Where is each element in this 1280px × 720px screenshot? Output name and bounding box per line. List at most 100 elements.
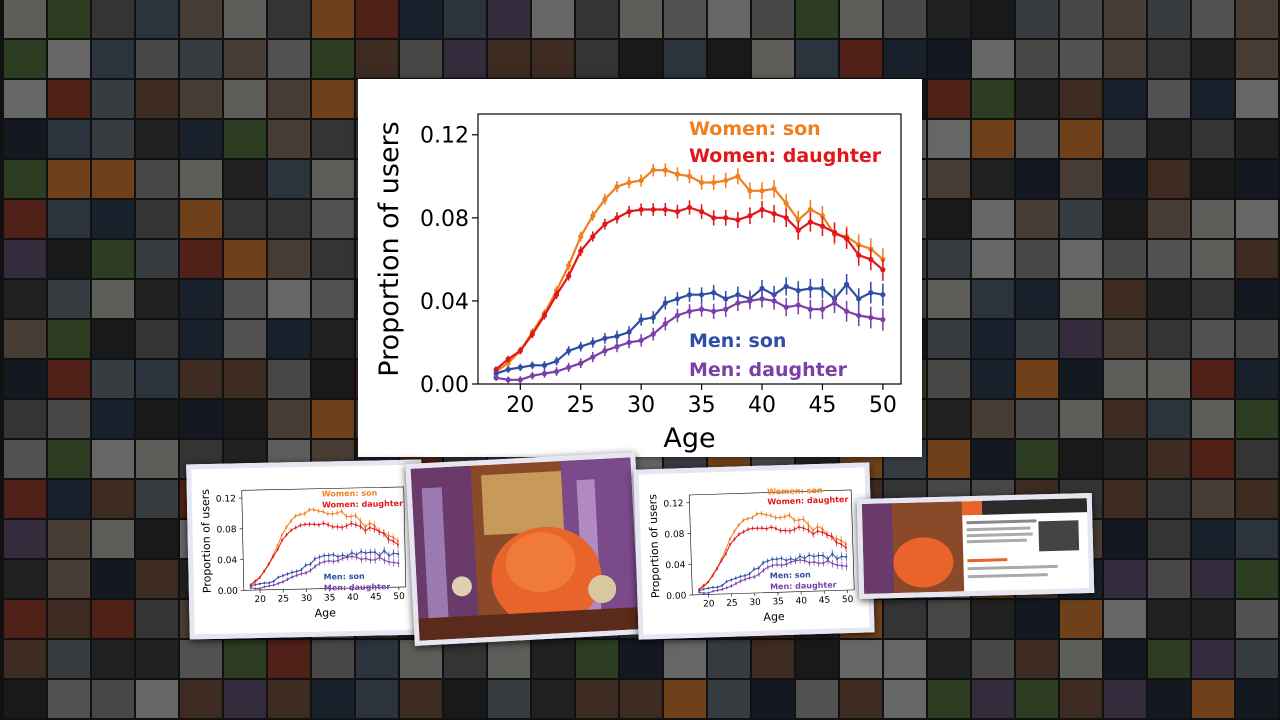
thumbnail-tile: [136, 160, 178, 198]
thumbnail-tile: [884, 0, 926, 38]
data-point: [566, 348, 572, 354]
legend-label: Women: daughter: [322, 499, 403, 510]
x-tick-label: 30: [301, 594, 313, 604]
data-point: [707, 587, 710, 590]
thumbnail-tile: [1060, 360, 1102, 398]
data-point: [744, 578, 747, 581]
data-point: [254, 579, 257, 582]
thumbnail-tile: [1016, 440, 1058, 478]
data-point: [735, 292, 741, 298]
data-point: [341, 557, 344, 560]
data-point: [286, 578, 289, 581]
data-point: [505, 356, 511, 362]
data-point: [729, 543, 732, 546]
thumbnail-tile: [48, 240, 90, 278]
data-point: [753, 575, 756, 578]
data-point: [397, 562, 400, 565]
y-tick-label: 0.00: [218, 587, 239, 597]
data-point: [831, 562, 834, 565]
thumbnail-tile: [972, 120, 1014, 158]
thumbnail-tile: [92, 120, 134, 158]
thumbnail-tile: [796, 680, 838, 718]
data-point: [766, 566, 769, 569]
thumbnail-tile: [1236, 0, 1278, 38]
series-women-daughter: [249, 520, 399, 586]
thumbnail-tile: [708, 0, 750, 38]
data-point: [807, 219, 813, 225]
y-tick-label: 0.04: [420, 290, 469, 315]
data-point: [263, 585, 266, 588]
thumbnail-tile: [48, 120, 90, 158]
data-point: [318, 562, 321, 565]
data-point: [817, 554, 820, 557]
thumbnail-tile: [1104, 320, 1146, 358]
series-men-son: [698, 549, 848, 593]
data-point: [303, 523, 306, 526]
thumbnail-tile: [1236, 600, 1278, 638]
thumbnail-tile: [1192, 640, 1234, 678]
thumbnail-tile: [224, 40, 266, 78]
data-point: [299, 524, 302, 527]
data-point: [258, 582, 261, 585]
data-point: [578, 248, 584, 254]
plot-area-frame: [241, 486, 407, 591]
data-point: [299, 513, 302, 516]
thumbnail-tile: [1148, 160, 1190, 198]
thumbnail-tile: [92, 480, 134, 518]
data-point: [819, 306, 826, 312]
x-axis-title: Age: [315, 606, 337, 619]
data-point: [762, 569, 765, 572]
thumbnail-tile: [840, 0, 882, 38]
thumbnail-tile: [1192, 600, 1234, 638]
data-point: [743, 574, 746, 577]
data-point: [382, 532, 385, 535]
data-point: [590, 233, 596, 240]
data-point: [812, 555, 815, 558]
data-point: [728, 538, 731, 541]
data-point: [723, 306, 729, 312]
thumbnail-tile: [136, 0, 178, 38]
data-point: [313, 523, 316, 526]
data-point: [711, 308, 717, 314]
data-point: [259, 587, 262, 590]
thumbnail-tile: [48, 640, 90, 678]
thumbnail-tile: [1192, 160, 1234, 198]
webpage-screenshot: [861, 498, 1090, 594]
data-point: [249, 583, 252, 586]
thumbnail-tile: [1236, 80, 1278, 118]
thumbnail-tile: [620, 680, 662, 718]
data-point: [254, 587, 257, 590]
data-point: [771, 211, 777, 217]
data-point: [724, 549, 727, 552]
data-point: [304, 564, 307, 567]
thumbnail-tile: [972, 0, 1014, 38]
data-point: [553, 368, 560, 375]
data-point: [327, 554, 330, 557]
data-point: [686, 292, 693, 298]
thumbnail-tile: [224, 240, 266, 278]
data-point: [626, 329, 632, 335]
data-point: [746, 517, 749, 520]
data-point: [303, 512, 306, 515]
data-point: [291, 571, 294, 574]
data-point: [553, 292, 560, 298]
data-point: [505, 366, 511, 373]
data-point: [529, 373, 535, 379]
thumbnail-tile: [92, 40, 134, 78]
thumbnail-tile: [1148, 320, 1190, 358]
thumbnail-tile: [884, 600, 926, 638]
legend-label: Women: daughter: [689, 145, 882, 167]
thumbnail-tile: [4, 80, 46, 118]
data-point: [739, 575, 742, 578]
x-tick-label: 25: [278, 594, 290, 604]
thumbnail-tile: [1104, 360, 1146, 398]
x-tick-label: 45: [819, 596, 831, 606]
data-point: [602, 348, 608, 354]
thumbnail-tile: [224, 80, 266, 118]
thumbnail-tile: [136, 120, 178, 158]
thumbnail-tile: [92, 640, 134, 678]
data-point: [783, 304, 789, 310]
thumbnail-tile: [444, 680, 486, 718]
data-point: [742, 519, 745, 522]
thumbnail-tile: [4, 440, 46, 478]
